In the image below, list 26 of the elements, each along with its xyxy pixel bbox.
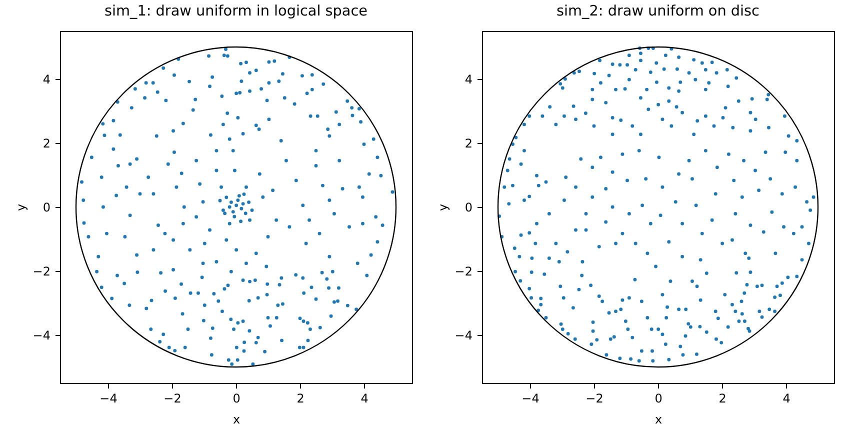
x-tick-label: −4	[100, 392, 118, 406]
y-tick-label: −4	[454, 328, 472, 342]
x-tick-label: 2	[718, 392, 726, 406]
x-tick-label: 4	[782, 392, 790, 406]
y-axis-title: y	[436, 204, 450, 212]
y-tick-label: −2	[454, 264, 472, 278]
x-axis-title: x	[232, 412, 240, 426]
x-tick-label: −4	[522, 392, 540, 406]
x-tick-label: −2	[586, 392, 604, 406]
y-tick-label: −4	[32, 328, 50, 342]
y-tick-label: 2	[464, 136, 472, 150]
chart-title: sim_1: draw uniform in logical space	[104, 4, 368, 20]
x-tick-label: 0	[654, 392, 662, 406]
y-tick-label: 4	[42, 72, 50, 86]
y-axis-title: y	[14, 204, 28, 212]
chart-title: sim_2: draw uniform on disc	[556, 4, 760, 20]
x-tick-label: 2	[296, 392, 304, 406]
x-axis-title: x	[654, 412, 662, 426]
y-tick-label: −2	[32, 264, 50, 278]
x-tick-label: −2	[164, 392, 182, 406]
x-tick-label: 4	[360, 392, 368, 406]
y-tick-label: 2	[42, 136, 50, 150]
y-tick-label: 0	[42, 200, 50, 214]
y-tick-label: 0	[464, 200, 472, 214]
y-tick-label: 4	[464, 72, 472, 86]
x-tick-label: 0	[232, 392, 240, 406]
